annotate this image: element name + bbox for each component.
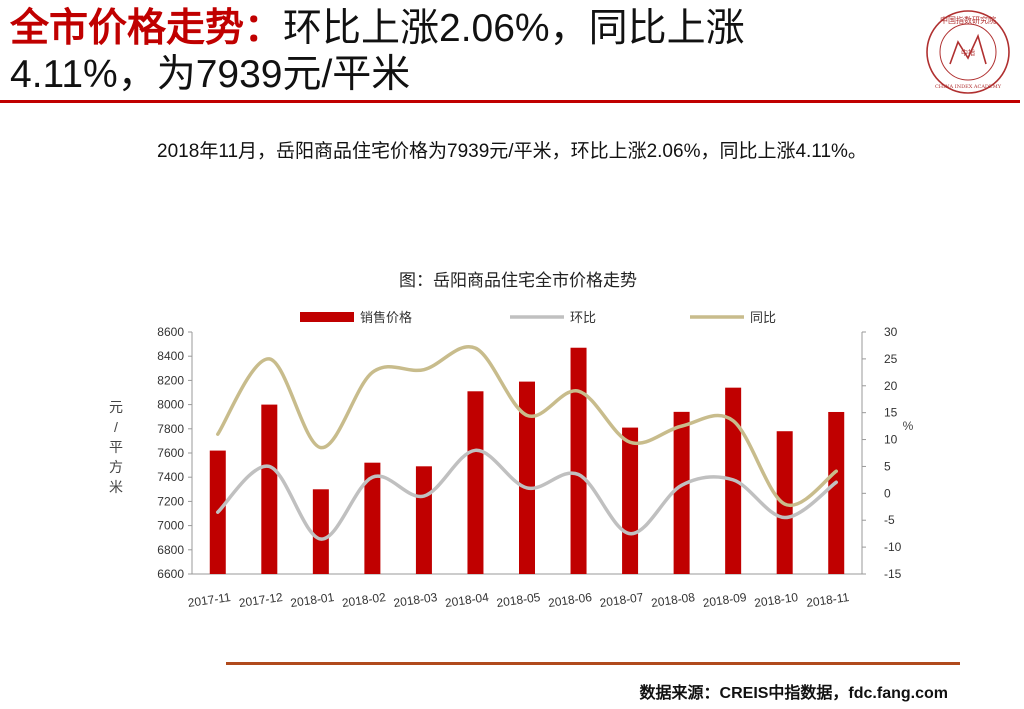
yoy-line (216, 344, 838, 508)
logo-text-en: CHINA INDEX ACADEMY (935, 84, 1002, 90)
x-tick-label: 2018-02 (341, 590, 387, 610)
china-index-academy-logo: 中国指数研究院 CHINA INDEX ACADEMY 中指 (926, 10, 1010, 94)
right-tick-label: 0 (884, 486, 891, 500)
chart-legend: 销售价格 环比 同比 (300, 310, 776, 325)
bar-2018-11 (828, 411, 845, 574)
right-tick-label: 20 (884, 379, 898, 393)
left-tick-label: 7000 (157, 519, 184, 533)
left-tick-label: 6800 (157, 543, 184, 557)
left-axis-title: 元 / 平方米 (109, 399, 123, 495)
right-tick-label: 15 (884, 406, 898, 420)
left-axis-title-char: 方 (109, 459, 123, 475)
x-tick-label: 2018-11 (805, 590, 850, 610)
left-axis-title-char: 平 (109, 439, 123, 455)
right-axis: -15 -10 -5 0 5 10 15 20 25 30 (861, 325, 902, 581)
right-tick-label: -10 (884, 540, 902, 554)
line-series (216, 344, 838, 541)
left-tick-label: 6600 (157, 567, 184, 581)
x-tick-label: 2018-01 (290, 590, 336, 610)
x-tick-label: 2017-12 (238, 590, 284, 610)
right-tick-label: 25 (884, 352, 898, 366)
mom-line (216, 448, 838, 541)
left-tick-label: 8400 (157, 349, 184, 363)
legend-label: 环比 (570, 310, 596, 325)
summary-text: 2018年11月，岳阳商品住宅价格为7939元/平米，环比上涨2.06%，同比上… (157, 141, 867, 162)
right-tick-label: 5 (884, 459, 891, 473)
left-tick-label: 8000 (157, 398, 184, 412)
footer-divider (226, 662, 960, 665)
x-tick-label: 2017-11 (187, 590, 232, 610)
chart-title: 图：岳阳商品住宅全市价格走势 (399, 271, 637, 290)
left-tick-label: 7400 (157, 470, 184, 484)
bar-2018-07 (622, 427, 639, 574)
title-line2: 4.11%，为7939元/平米 (10, 53, 411, 96)
right-tick-label: -15 (884, 567, 902, 581)
right-tick-label: -5 (884, 513, 895, 527)
bar-2018-08 (673, 411, 690, 574)
price-trend-chart: 图：岳阳商品住宅全市价格走势 销售价格 环比 同比 6600 6800 7000 7200… (109, 271, 914, 610)
logo-mark: 中指 (961, 48, 975, 57)
left-tick-label: 7200 (157, 494, 184, 508)
legend-label: 销售价格 (360, 310, 412, 325)
right-tick-label: 30 (884, 325, 898, 339)
bar-2017-12 (261, 404, 278, 574)
left-tick-label: 8200 (157, 373, 184, 387)
left-axis-title-char: 米 (109, 479, 123, 495)
legend-label: 同比 (750, 310, 776, 325)
left-axis-title-char: 元 (109, 399, 123, 415)
left-tick-label: 8600 (157, 325, 184, 339)
left-axis-title-char: / (114, 419, 118, 435)
bar-2018-01 (312, 489, 329, 574)
x-tick-label: 2018-05 (496, 590, 542, 610)
x-tick-label: 2018-07 (599, 590, 645, 610)
x-tick-label: 2018-08 (650, 590, 696, 610)
bar-2018-05 (519, 381, 535, 574)
x-tick-label: 2018-10 (753, 590, 799, 610)
title-line1: 环比上涨2.06%，同比上涨 (283, 7, 745, 50)
left-axis: 6600 6800 7000 7200 7400 7600 7800 8000 8200 8400… (157, 325, 862, 581)
title-highlight: 全市价格走势： (10, 7, 284, 50)
x-tick-label: 2018-06 (547, 590, 593, 610)
bar-2018-02 (364, 462, 381, 574)
bar-2018-03 (415, 466, 432, 574)
left-tick-label: 7600 (157, 446, 184, 460)
data-source: 数据来源：CREIS中指数据，fdc.fang.com (639, 685, 948, 702)
x-tick-label: 2018-03 (393, 590, 439, 610)
page-title: 全市价格走势：环比上涨2.06%，同比上涨 4.11%，为7939元/平米 (10, 6, 910, 98)
legend-swatch-price (300, 312, 354, 322)
bar-2018-04 (467, 391, 484, 574)
logo-text-cn: 中国指数研究院 (940, 15, 996, 25)
right-tick-label: 10 (884, 433, 898, 447)
left-tick-label: 7800 (157, 422, 184, 436)
header-divider (0, 100, 1020, 103)
x-tick-label: 2018-09 (702, 590, 748, 610)
x-axis-labels: 2017-11 2017-12 2018-01 2018-02 2018-03 2018-… (187, 590, 850, 610)
x-tick-label: 2018-04 (444, 590, 490, 610)
right-axis-title: % (903, 419, 914, 433)
bar-series (209, 347, 845, 574)
bar-2018-06 (570, 347, 587, 574)
